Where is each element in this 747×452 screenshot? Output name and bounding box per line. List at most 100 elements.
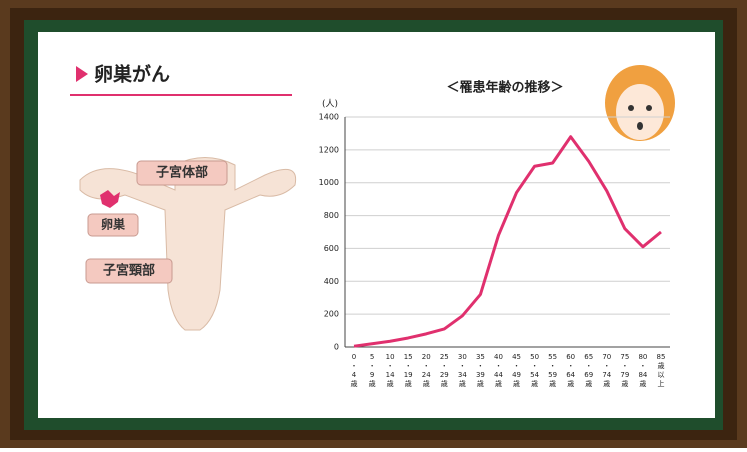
x-tick-label-part: 歳 <box>441 379 448 388</box>
x-tick-label-part: ・ <box>585 362 592 370</box>
x-tick-label-part: ・ <box>441 362 448 370</box>
x-tick-label-part: 35 <box>476 353 485 361</box>
x-tick-label: 0 ・ 4 歳 <box>351 353 358 388</box>
x-tick-label-part: 40 <box>494 353 503 361</box>
x-tick-label-part: 歳 <box>387 379 394 388</box>
x-tick-label-part: 55 <box>548 353 557 361</box>
x-tick-label: 25 ・ 29 歳 <box>440 353 449 388</box>
x-tick-label-part: 歳 <box>423 379 430 388</box>
x-tick-label-part: 34 <box>458 371 467 379</box>
eye <box>628 105 634 111</box>
x-tick-label-part: 75 <box>620 353 629 361</box>
slide-title: 卵巣がん <box>94 63 170 86</box>
diagram-label: 子宮頸部 <box>103 263 155 279</box>
x-tick-label-part: 30 <box>458 353 467 361</box>
x-tick-label-part: ・ <box>477 362 484 370</box>
x-tick-label-part: 歳 <box>531 379 538 388</box>
x-tick-label-part: 15 <box>404 353 413 361</box>
x-tick-label: 80 ・ 84 歳 <box>638 353 647 388</box>
x-tick-label-part: 歳 <box>657 361 664 370</box>
x-tick-label-part: 39 <box>476 371 485 379</box>
x-tick-label-part: ・ <box>459 362 466 370</box>
x-tick-label-part: ・ <box>513 362 520 370</box>
x-tick-label-part: 歳 <box>351 379 358 388</box>
x-tick-label-part: 10 <box>386 353 395 361</box>
chart-title: ＜罹患年齢の推移＞ <box>446 80 563 96</box>
x-tick-label-part: 歳 <box>639 379 646 388</box>
y-tick-label: 0 <box>334 343 339 352</box>
y-axis-unit: (人) <box>322 99 338 110</box>
x-tick-label-part: 79 <box>620 371 629 379</box>
diagram-label: 卵巣 <box>101 217 126 232</box>
tumor <box>100 190 120 208</box>
x-tick-label-part: 上 <box>657 379 664 388</box>
face-icon <box>605 65 675 141</box>
x-tick-label: 50 ・ 54 歳 <box>530 353 539 388</box>
x-tick-label-part: 74 <box>602 371 611 379</box>
x-tick-label-part: 歳 <box>495 379 502 388</box>
x-tick-label-part: 64 <box>566 371 575 379</box>
x-tick-label-part: ・ <box>351 362 358 370</box>
x-tick-label-part: ・ <box>603 362 610 370</box>
x-tick-label-part: 59 <box>548 371 557 379</box>
x-tick-label-part: ・ <box>405 362 412 370</box>
x-tick-label-part: 45 <box>512 353 521 361</box>
x-tick-label-part: 20 <box>422 353 431 361</box>
label-box <box>85 258 173 284</box>
x-tick-label-part: 44 <box>494 371 503 379</box>
x-tick-label-part: ・ <box>495 362 502 370</box>
x-tick-label-part: ・ <box>639 362 646 370</box>
x-tick-label-part: 歳 <box>369 379 376 388</box>
x-tick-label-part: 歳 <box>603 379 610 388</box>
label-box <box>87 213 139 237</box>
x-tick-label-part: 29 <box>440 371 449 379</box>
x-tick-label-part: 以 <box>657 371 664 379</box>
x-tick-label: 45 ・ 49 歳 <box>512 353 521 388</box>
y-tick-label: 800 <box>324 211 339 220</box>
x-tick-label-part: 80 <box>638 353 647 361</box>
x-tick-label-part: 4 <box>352 371 357 379</box>
x-tick-label-part: 50 <box>530 353 539 361</box>
x-tick-label: 5 ・ 9 歳 <box>369 353 376 388</box>
x-tick-label: 40 ・ 44 歳 <box>494 353 503 388</box>
y-tick-label: 1400 <box>319 113 339 122</box>
x-tick-label: 20 ・ 24 歳 <box>422 353 431 388</box>
face <box>616 84 664 140</box>
x-tick-label-part: 歳 <box>459 379 466 388</box>
x-tick-label-part: 14 <box>386 371 395 379</box>
x-tick-label-part: 85 <box>657 353 666 361</box>
x-tick-label-part: 24 <box>422 371 431 379</box>
x-tick-label-part: ・ <box>549 362 556 370</box>
x-tick-label-part: 歳 <box>585 379 592 388</box>
x-tick-label-part: ・ <box>423 362 430 370</box>
x-tick-label-part: 69 <box>584 371 593 379</box>
mouth <box>637 122 643 130</box>
x-tick-label-part: 5 <box>370 353 374 361</box>
x-tick-label-part: 84 <box>638 371 647 379</box>
x-tick-label: 70 ・ 74 歳 <box>602 353 611 388</box>
x-tick-label-part: ・ <box>567 362 574 370</box>
y-tick-label: 400 <box>324 277 339 286</box>
x-tick-label-part: 25 <box>440 353 449 361</box>
x-tick-label: 60 ・ 64 歳 <box>566 353 575 388</box>
x-tick-label-part: 歳 <box>513 379 520 388</box>
x-tick-label-part: 歳 <box>567 379 574 388</box>
x-tick-label-part: 歳 <box>549 379 556 388</box>
x-tick-label-part: ・ <box>531 362 538 370</box>
x-tick-label-part: 歳 <box>477 379 484 388</box>
x-tick-label-part: ・ <box>387 362 394 370</box>
label-box <box>136 160 228 186</box>
x-tick-label: 55 ・ 59 歳 <box>548 353 557 388</box>
x-tick-label: 35 ・ 39 歳 <box>476 353 485 388</box>
x-tick-label-part: 65 <box>584 353 593 361</box>
data-line <box>353 135 662 348</box>
x-tick-label-part: 54 <box>530 371 539 379</box>
y-tick-label: 600 <box>324 244 339 253</box>
x-tick-label-part: 60 <box>566 353 575 361</box>
x-tick-label: 30 ・ 34 歳 <box>458 353 467 388</box>
x-tick-label-part: 0 <box>352 353 356 361</box>
x-tick-label-part: 70 <box>602 353 611 361</box>
y-tick-label: 1000 <box>319 178 339 187</box>
panel <box>38 32 715 418</box>
